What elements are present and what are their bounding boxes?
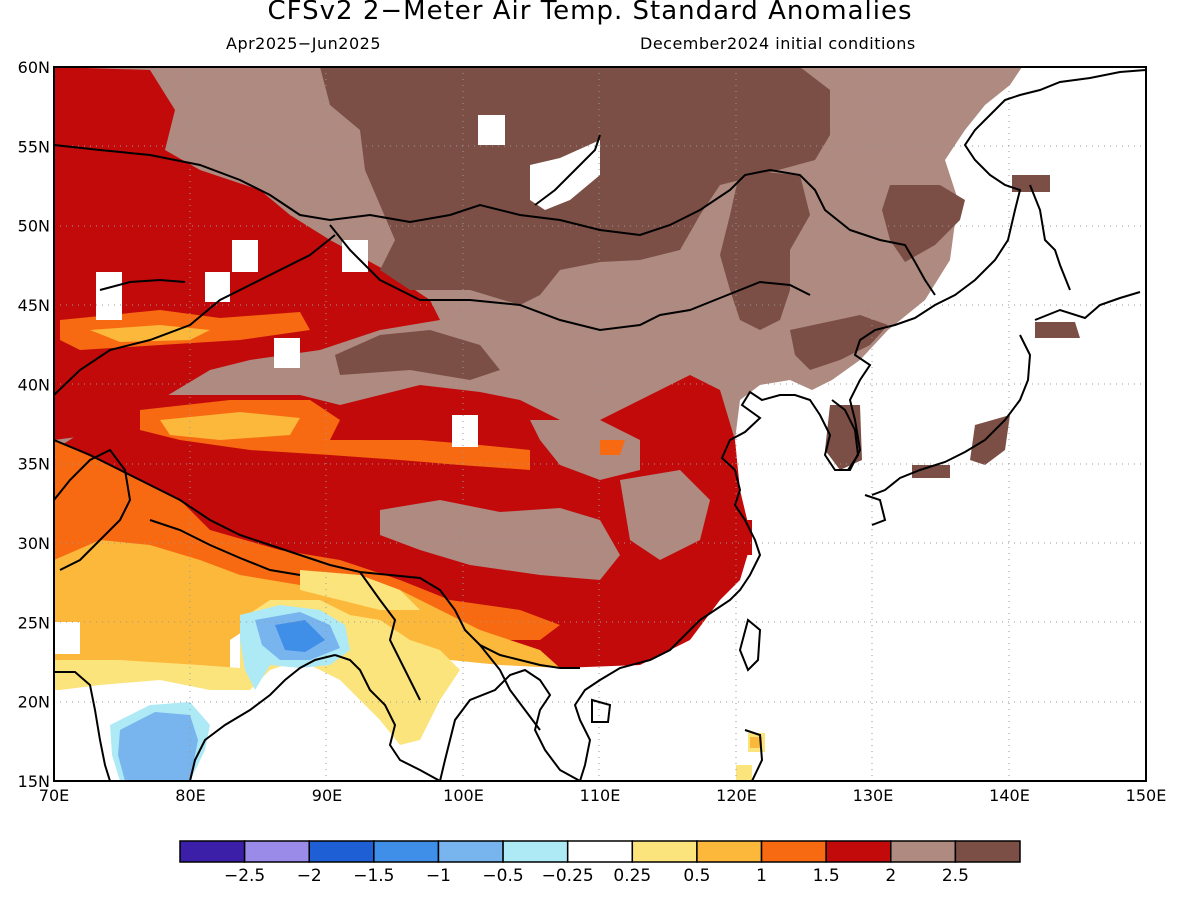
anomaly-0.25-myanmar: [300, 570, 420, 610]
colorbar-swatch: [243, 840, 310, 863]
colorbar-swatch: [825, 840, 892, 863]
anomaly-0.25-luzon: [736, 765, 752, 781]
longitude-label: 80E: [175, 786, 205, 805]
coastline-indochina: [439, 668, 581, 781]
longitude-label: 100E: [443, 786, 484, 805]
colorbar-swatch: [502, 840, 569, 863]
anomaly-2.5-northchina: [790, 315, 888, 370]
border-kazakh: [54, 234, 336, 396]
anomaly-2-patch-tibet: [380, 500, 620, 580]
latitude-label: 30N: [18, 534, 50, 553]
coastline-luzon: [744, 729, 764, 781]
anomaly-2.5-kyushu: [912, 465, 950, 478]
colorbar-label: 1: [756, 866, 767, 886]
anomaly-2.5-northeast: [882, 185, 965, 262]
coastline-hainan: [591, 698, 612, 723]
border-pakistan: [54, 448, 132, 571]
latitude-label: 40N: [18, 375, 50, 394]
colorbar-label: −0.5: [482, 866, 523, 886]
latitude-label: 50N: [18, 217, 50, 236]
colorbar-swatch: [954, 840, 1021, 863]
anomaly-1.5-shanghai: [735, 520, 752, 555]
border-myanmar: [359, 571, 421, 701]
anomaly-0.5-taiwan: [750, 737, 762, 748]
anomaly-neg1-bangladesh: [275, 620, 325, 652]
coastline-korea: [831, 399, 860, 471]
colorbar-label: 0.25: [613, 866, 651, 886]
lake-balkhash: [99, 278, 186, 291]
anomaly-2.5-sakhalin: [1012, 175, 1050, 192]
coastline-sakhalin: [1029, 184, 1071, 291]
map-title: CFSv2 2−Meter Air Temp. Standard Anomali…: [267, 0, 913, 26]
longitude-label: 90E: [312, 786, 342, 805]
anomaly-1-southasia: [54, 440, 560, 650]
anomaly-2.5-japan-north: [1035, 322, 1080, 338]
colorbar-swatch: [179, 840, 246, 863]
longitude-label: 120E: [716, 786, 757, 805]
border-china-north: [54, 144, 936, 296]
anomaly-0.5-band: [160, 412, 300, 440]
subtitle-initial-conditions: December2024 initial conditions: [640, 34, 916, 53]
colorbar-swatch: [890, 840, 957, 863]
colorbar-swatch: [631, 840, 698, 863]
anomaly-2.5-korea: [825, 405, 862, 470]
colorbar-label: −0.25: [542, 866, 594, 886]
border-laos-vietnam: [479, 644, 541, 731]
colorbar-label: 0.5: [683, 866, 710, 886]
colorbar-label: −2: [297, 866, 322, 886]
coastlines-and-borders: [54, 69, 1146, 781]
anomaly-field: [54, 67, 1146, 781]
colorbar-label: −1.5: [353, 866, 394, 886]
colorbar-label: −2.5: [224, 866, 265, 886]
colorbar: −2.5 −2 −1.5 −1 −0.5 −0.25 0.25 0.5 1 1.5 2 2.5: [179, 840, 1021, 886]
latitude-label: 60N: [18, 58, 50, 77]
anomaly-2-patch-east: [620, 470, 710, 560]
border-india-interior: [149, 519, 301, 576]
longitude-labels: 70E 80E 90E 100E 110E 120E 130E 140E 150E: [39, 786, 1167, 805]
latitude-label: 45N: [18, 296, 50, 315]
colorbar-swatch: [760, 840, 827, 863]
masked-lake-cells: [54, 115, 600, 654]
coastline-honshu: [871, 334, 1032, 496]
border-himalaya: [54, 439, 580, 669]
coastline-east-asia: [573, 69, 1146, 781]
coastline-myanmar: [334, 654, 441, 781]
subtitle-valid-period: Apr2025−Jun2025: [226, 34, 382, 53]
coastline-bay-of-bengal: [189, 654, 336, 781]
longitude-label: 70E: [39, 786, 69, 805]
grid-lines: [54, 67, 1146, 781]
longitude-label: 110E: [580, 786, 621, 805]
colorbar-swatch: [437, 840, 504, 863]
colorbar-label: 1.5: [813, 866, 840, 886]
colorbar-label: 2: [885, 866, 896, 886]
anomaly-2-patch-central: [530, 420, 640, 480]
border-mongolia-china: [329, 224, 811, 332]
map-frame: [53, 66, 1147, 782]
colorbar-swatch: [373, 840, 440, 863]
anomaly-1-east: [600, 440, 625, 455]
anomaly-2.5-central: [335, 330, 500, 380]
longitude-label: 140E: [989, 786, 1030, 805]
anomaly-2.5-japan-south: [970, 415, 1010, 465]
coastline-taiwan: [738, 618, 762, 672]
coastline-kyushu: [864, 494, 887, 526]
colorbar-label: 2.5: [942, 866, 969, 886]
latitude-label: 15N: [18, 772, 50, 791]
colorbar-swatch: [696, 840, 763, 863]
longitude-label: 150E: [1126, 786, 1167, 805]
colorbar-swatch: [566, 840, 634, 863]
latitude-label: 35N: [18, 455, 50, 474]
anomaly-neg0.5-india: [118, 712, 198, 781]
colorbar-swatch: [308, 840, 375, 863]
latitude-labels: 60N 55N 50N 45N 40N 35N 30N 25N 20N 15N: [18, 58, 50, 791]
latitude-label: 20N: [18, 693, 50, 712]
latitude-label: 55N: [18, 137, 50, 156]
latitude-label: 25N: [18, 613, 50, 632]
lake-baikal: [534, 134, 601, 206]
coastline-hokkaido: [1034, 291, 1141, 321]
coastline-india-west: [54, 671, 111, 781]
longitude-label: 130E: [853, 786, 894, 805]
colorbar-label: −1: [426, 866, 451, 886]
